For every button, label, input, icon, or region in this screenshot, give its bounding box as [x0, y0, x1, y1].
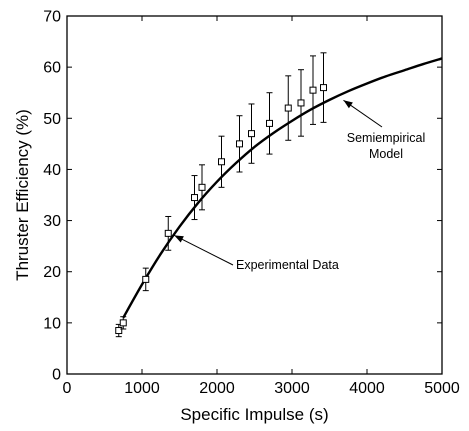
annotation-line: Model — [369, 147, 403, 161]
data-point — [198, 183, 206, 191]
x-tick-label: 4000 — [349, 380, 385, 397]
y-tick-label: 70 — [43, 9, 61, 26]
data-point — [284, 104, 292, 112]
annotation-arrow — [174, 234, 234, 266]
annotation-arrowhead — [174, 235, 184, 243]
data-point — [119, 319, 127, 327]
plot-frame — [66, 15, 443, 375]
y-tick-label: 40 — [43, 162, 61, 179]
model-curve — [122, 57, 443, 319]
annotation-arrowhead — [343, 100, 353, 109]
x-tick-label: 1000 — [124, 380, 160, 397]
x-tick-label: 0 — [63, 380, 72, 397]
data-point — [142, 275, 150, 283]
data-point — [218, 158, 225, 166]
y-axis-label: Thruster Efficiency (%) — [13, 109, 32, 281]
x-axis-label: Specific Impulse (s) — [180, 405, 328, 424]
x-tick-label: 5000 — [424, 380, 460, 397]
data-point — [248, 130, 255, 138]
annotation-experimental-data: Experimental Data — [236, 258, 339, 272]
x-tick-label: 3000 — [274, 380, 310, 397]
annotation-semiempirical-model: Semiempirical Model — [347, 131, 426, 161]
y-tick-label: 10 — [43, 315, 61, 332]
data-layer — [115, 52, 443, 338]
x-tick-label: 2000 — [199, 380, 235, 397]
y-tick-label: 30 — [43, 213, 61, 230]
y-tick-label: 0 — [52, 367, 61, 384]
y-tick-label: 50 — [43, 111, 61, 128]
data-point — [236, 140, 243, 148]
data-point — [297, 99, 305, 107]
data-point — [320, 84, 327, 92]
data-point — [164, 229, 172, 237]
ticks-layer: 0 1000 2000 3000 4000 5000 0 10 20 30 40 50 60 70 — [43, 9, 460, 398]
annotation-line: Semiempirical — [347, 131, 426, 145]
y-tick-label: 60 — [43, 60, 61, 77]
data-point — [115, 327, 123, 335]
data-point — [266, 119, 273, 127]
annotation-layer: Experimental Data Semiempirical Model — [174, 99, 426, 272]
y-tick-label: 20 — [43, 264, 61, 281]
data-point — [309, 86, 317, 94]
data-point — [191, 194, 198, 202]
